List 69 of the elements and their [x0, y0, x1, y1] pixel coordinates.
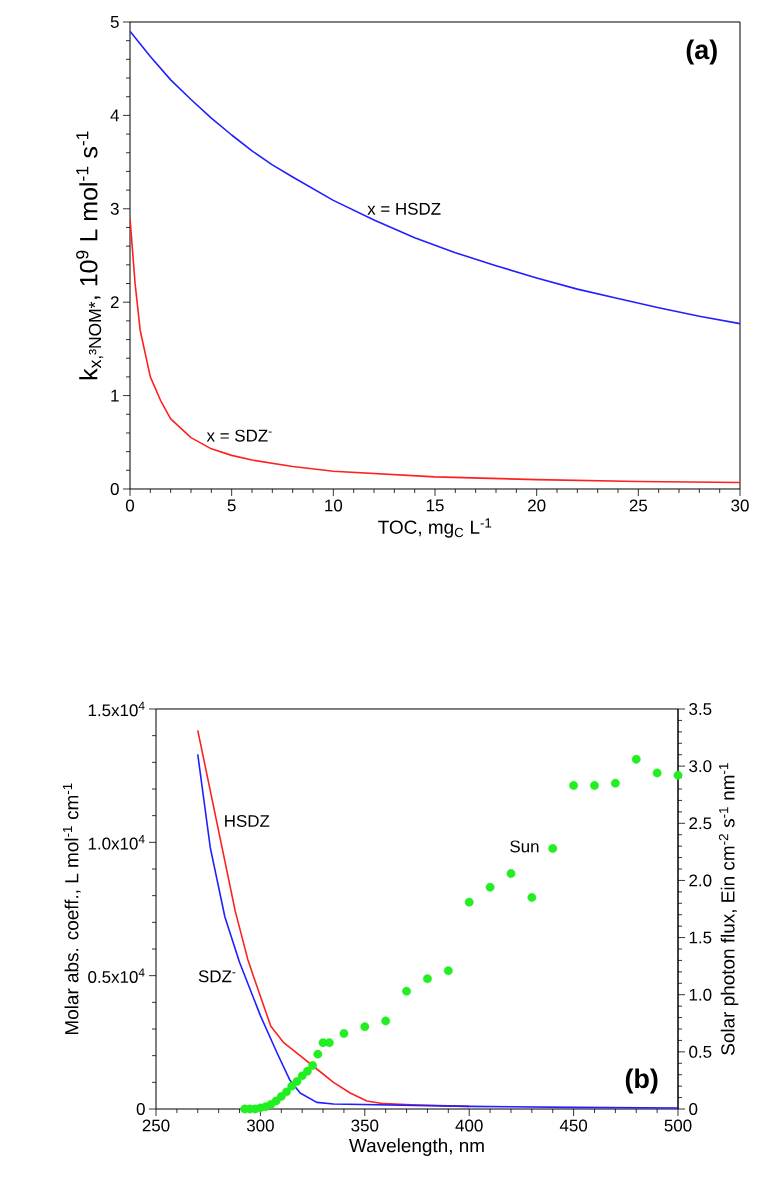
y2-tick-label: 0	[689, 1103, 698, 1115]
series-label: SDZ$^{-}$	[198, 970, 236, 983]
y-axis-title: Molar abs. coeff., L mol$^{-1}$ cm$^{-1}$	[62, 783, 81, 1035]
y2-axis-title: Solar photon flux, Ein cm$^{-2}$ s$^{-1}$ nm$^{-1}$	[718, 763, 739, 1055]
point	[485, 882, 495, 892]
line-series	[130, 30, 741, 325]
annotation: (b)	[625, 1068, 658, 1094]
y2-tick-label: 2.0	[689, 874, 712, 887]
point	[464, 897, 474, 907]
x-tick-label: 5	[227, 499, 236, 512]
x-tick-label: 0	[125, 499, 135, 512]
x-tick-label: 350	[351, 1119, 379, 1132]
point	[313, 1049, 323, 1059]
x-tick-label: 20	[528, 499, 546, 512]
series-label: HSDZ	[225, 815, 270, 827]
point	[569, 781, 579, 790]
point	[673, 770, 683, 780]
x-tick-label: 30	[731, 499, 749, 512]
y2-tick-label: 1.0	[689, 988, 712, 1001]
point	[302, 1066, 312, 1076]
x-tick-label: 15	[426, 499, 444, 512]
y-tick-label: 2	[110, 296, 119, 309]
x-tick-label: 450	[559, 1119, 588, 1132]
y-tick-label: 1	[111, 389, 119, 402]
point	[590, 781, 599, 790]
point	[423, 974, 432, 984]
y2-tick-label: 2.5	[689, 817, 712, 830]
y-tick-label: 3	[110, 202, 119, 215]
series-label: Sun	[510, 840, 539, 853]
x-axis-title: TOC, mg$_{C}$ L$^{-1}$	[378, 518, 492, 538]
y2-tick-label: 3.5	[689, 703, 712, 715]
series-label: x = HSDZ	[367, 202, 441, 215]
y-tick-label: 0	[110, 482, 119, 495]
point	[360, 1022, 370, 1032]
point	[339, 1029, 349, 1038]
point	[292, 1077, 302, 1086]
x-tick-label: 400	[455, 1119, 483, 1132]
y-tick-label: 0	[136, 1103, 145, 1115]
x-tick-label: 25	[629, 499, 648, 512]
point	[631, 754, 641, 764]
x-axis-title: Wavelength, nm	[349, 1138, 484, 1156]
point	[402, 986, 411, 996]
point	[282, 1087, 291, 1097]
point	[381, 1016, 391, 1026]
point	[271, 1096, 281, 1106]
point	[652, 768, 662, 778]
series-label: x = SDZ$^{-}$	[206, 429, 272, 442]
y2-tick-label: 3.0	[689, 760, 712, 773]
point	[527, 893, 537, 902]
y2-tick-label: 1.5	[689, 931, 712, 944]
point	[308, 1061, 317, 1070]
y-tick-label: 1.5x10$^{4}$	[88, 701, 145, 717]
y-axis-title: k$_{x,³NOM*}$, 10$^{9}$ L mol$^{-1}$ s$^{-1}$	[76, 131, 104, 380]
point	[443, 966, 453, 976]
x-tick-label: 10	[325, 499, 343, 512]
line-series	[196, 753, 679, 1109]
line-series	[130, 217, 741, 484]
point	[548, 844, 558, 853]
y-tick-label: 0.5x10$^{4}$	[88, 968, 145, 983]
point	[610, 778, 620, 788]
y-tick-label: 5	[110, 16, 119, 28]
point	[506, 869, 516, 878]
x-tick-label: 300	[246, 1119, 274, 1132]
annotation: (a)	[686, 39, 717, 65]
y2-tick-label: 0.5	[689, 1045, 712, 1058]
x-tick-label: 500	[664, 1119, 692, 1132]
y-tick-label: 1.0x10$^{4}$	[88, 835, 145, 850]
y-tick-label: 4	[110, 109, 119, 122]
x-tick-label: 250	[142, 1119, 170, 1132]
